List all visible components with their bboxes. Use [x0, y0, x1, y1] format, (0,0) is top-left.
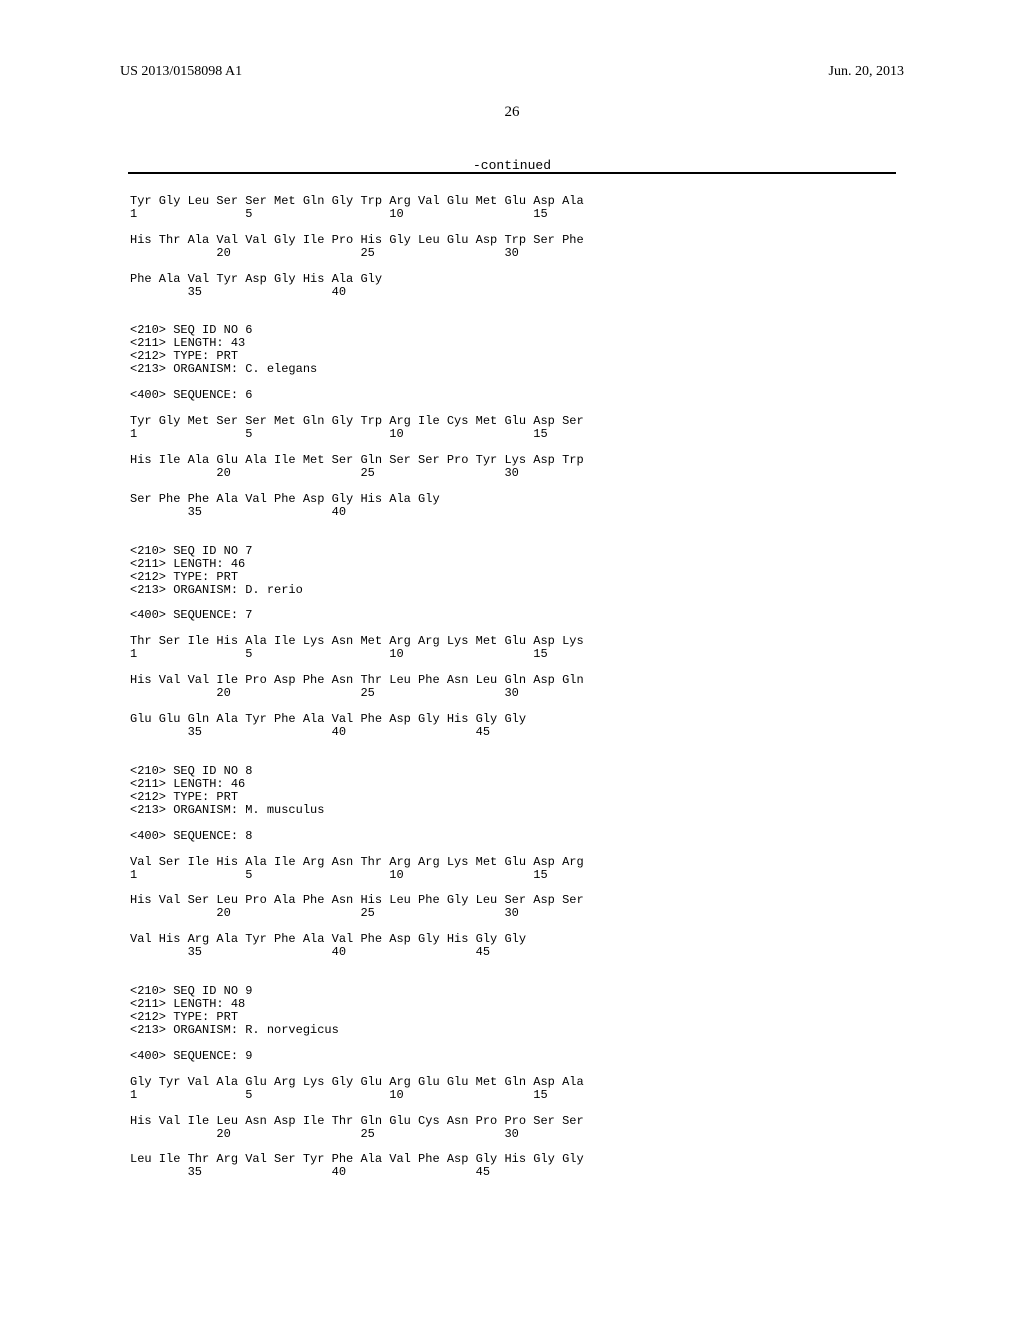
seq7-pos1: 1 5 10 15: [130, 647, 548, 661]
seq9-h3: <212> TYPE: PRT: [130, 1010, 238, 1024]
seq9-h2: <211> LENGTH: 48: [130, 997, 245, 1011]
seq6-row2: His Ile Ala Glu Ala Ile Met Ser Gln Ser …: [130, 453, 584, 467]
seq7-h1: <210> SEQ ID NO 7: [130, 544, 252, 558]
seq5-pos3: 35 40: [130, 285, 346, 299]
seq7-h3: <212> TYPE: PRT: [130, 570, 238, 584]
seq6-h1: <210> SEQ ID NO 6: [130, 323, 252, 337]
seq6-h5: <400> SEQUENCE: 6: [130, 388, 252, 402]
seq9-row3: Leu Ile Thr Arg Val Ser Tyr Phe Ala Val …: [130, 1152, 584, 1166]
seq6-pos3: 35 40: [130, 505, 346, 519]
seq8-h1: <210> SEQ ID NO 8: [130, 764, 252, 778]
seq9-row2: His Val Ile Leu Asn Asp Ile Thr Gln Glu …: [130, 1114, 584, 1128]
seq6-row1: Tyr Gly Met Ser Ser Met Gln Gly Trp Arg …: [130, 414, 584, 428]
seq7-h4: <213> ORGANISM: D. rerio: [130, 583, 303, 597]
seq7-h2: <211> LENGTH: 46: [130, 557, 245, 571]
horizontal-rule: [128, 172, 896, 174]
seq6-h4: <213> ORGANISM: C. elegans: [130, 362, 317, 376]
seq8-pos3: 35 40 45: [130, 945, 490, 959]
seq9-h1: <210> SEQ ID NO 9: [130, 984, 252, 998]
seq6-h3: <212> TYPE: PRT: [130, 349, 238, 363]
seq6-row3: Ser Phe Phe Ala Val Phe Asp Gly His Ala …: [130, 492, 440, 506]
seq8-row3: Val His Arg Ala Tyr Phe Ala Val Phe Asp …: [130, 932, 526, 946]
seq9-pos3: 35 40 45: [130, 1165, 490, 1179]
seq8-row1: Val Ser Ile His Ala Ile Arg Asn Thr Arg …: [130, 855, 584, 869]
seq7-row1: Thr Ser Ile His Ala Ile Lys Asn Met Arg …: [130, 634, 584, 648]
seq9-pos2: 20 25 30: [130, 1127, 519, 1141]
seq6-h2: <211> LENGTH: 43: [130, 336, 245, 350]
seq9-row1: Gly Tyr Val Ala Glu Arg Lys Gly Glu Arg …: [130, 1075, 584, 1089]
seq8-h2: <211> LENGTH: 46: [130, 777, 245, 791]
seq5-row2: His Thr Ala Val Val Gly Ile Pro His Gly …: [130, 233, 584, 247]
seq5-row3: Phe Ala Val Tyr Asp Gly His Ala Gly: [130, 272, 382, 286]
seq8-h3: <212> TYPE: PRT: [130, 790, 238, 804]
seq5-pos1: 1 5 10 15: [130, 207, 548, 221]
seq8-h4: <213> ORGANISM: M. musculus: [130, 803, 324, 817]
publication-date: Jun. 20, 2013: [829, 64, 904, 80]
seq6-pos2: 20 25 30: [130, 466, 519, 480]
seq6-pos1: 1 5 10 15: [130, 427, 548, 441]
publication-number: US 2013/0158098 A1: [120, 64, 242, 80]
seq8-h5: <400> SEQUENCE: 8: [130, 829, 252, 843]
seq7-row2: His Val Val Ile Pro Asp Phe Asn Thr Leu …: [130, 673, 584, 687]
page-number: 26: [0, 104, 1024, 121]
seq9-pos1: 1 5 10 15: [130, 1088, 548, 1102]
seq7-pos3: 35 40 45: [130, 725, 490, 739]
seq7-row3: Glu Glu Gln Ala Tyr Phe Ala Val Phe Asp …: [130, 712, 526, 726]
seq7-pos2: 20 25 30: [130, 686, 519, 700]
seq7-h5: <400> SEQUENCE: 7: [130, 608, 252, 622]
page-header: US 2013/0158098 A1 Jun. 20, 2013: [120, 64, 904, 80]
seq8-row2: His Val Ser Leu Pro Ala Phe Asn His Leu …: [130, 893, 584, 907]
seq5-row1: Tyr Gly Leu Ser Ser Met Gln Gly Trp Arg …: [130, 194, 584, 208]
seq8-pos1: 1 5 10 15: [130, 868, 548, 882]
seq9-h4: <213> ORGANISM: R. norvegicus: [130, 1023, 339, 1037]
sequence-listing: Tyr Gly Leu Ser Ser Met Gln Gly Trp Arg …: [130, 182, 896, 1179]
seq9-h5: <400> SEQUENCE: 9: [130, 1049, 252, 1063]
seq5-pos2: 20 25 30: [130, 246, 519, 260]
seq8-pos2: 20 25 30: [130, 906, 519, 920]
continued-label: -continued: [0, 158, 1024, 173]
